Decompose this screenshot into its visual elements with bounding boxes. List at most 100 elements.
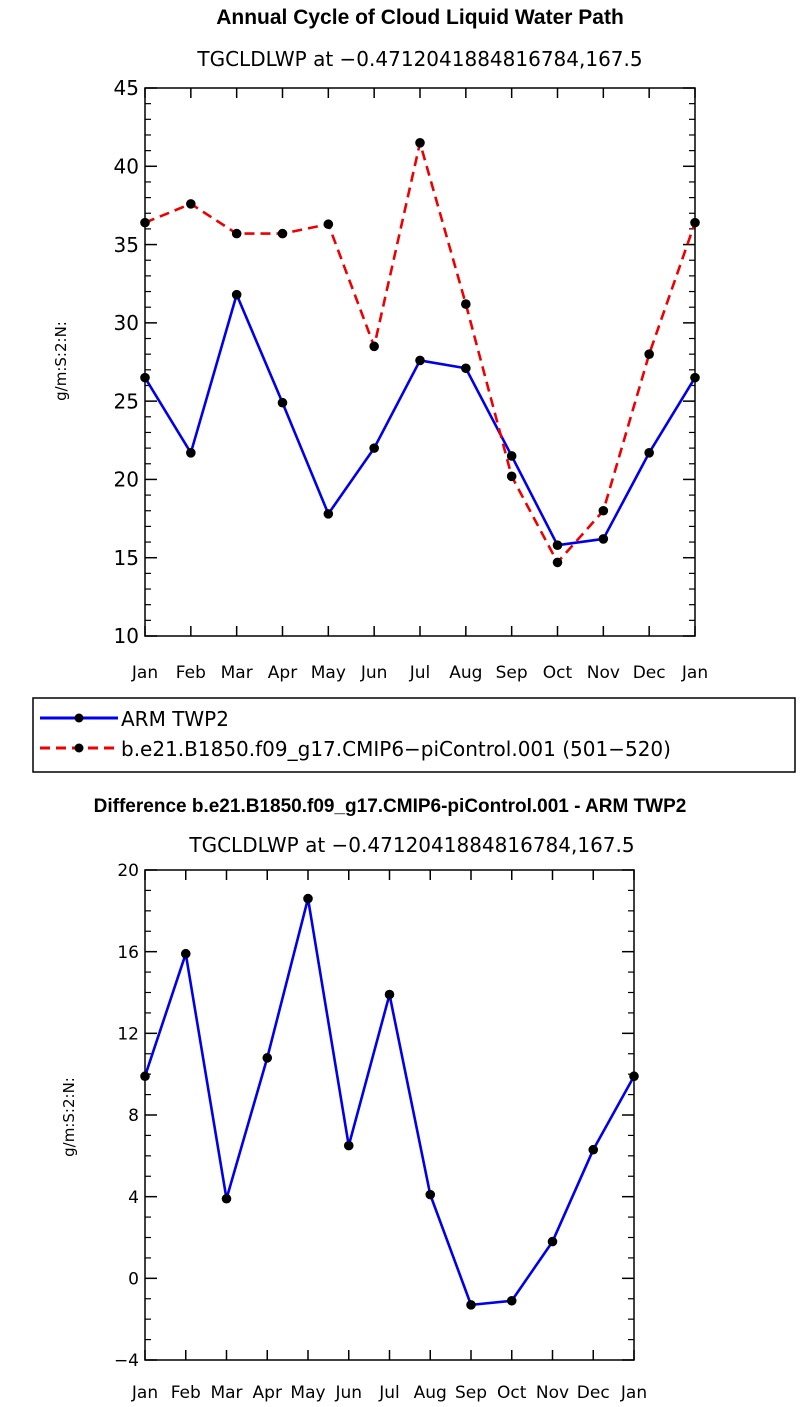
chart1-series-1-point bbox=[415, 138, 425, 148]
chart2-xtick-label: Jan bbox=[620, 1383, 647, 1403]
chart2-series-0-point bbox=[384, 989, 395, 1000]
chart1-ytick-label: 25 bbox=[114, 389, 139, 413]
chart1-series-0-point bbox=[415, 355, 425, 366]
chart1-series-0-point bbox=[369, 443, 379, 453]
chart1-series-0-point bbox=[690, 372, 700, 383]
chart1-series-1-point bbox=[369, 341, 379, 352]
chart2-ytick-label: 12 bbox=[117, 1024, 139, 1044]
chart1-series-0-point bbox=[598, 534, 609, 544]
chart2-ytick-label: 0 bbox=[128, 1269, 139, 1289]
chart1-series-0-point bbox=[231, 289, 242, 300]
chart1-title: Annual Cycle of Cloud Liquid Water Path bbox=[216, 6, 624, 29]
chart2-xtick-label: Sep bbox=[455, 1383, 487, 1403]
chart1-series-0-point bbox=[277, 397, 288, 408]
chart2-series-0-line bbox=[143, 897, 636, 1307]
chart1-xtick-label: Dec bbox=[633, 663, 666, 683]
chart2-series-0-point bbox=[588, 1144, 599, 1155]
chart1-xtick-label: Mar bbox=[221, 663, 253, 683]
chart2-ylabel: g/m:S:2:N: bbox=[60, 1077, 78, 1157]
legend-marker-arm bbox=[74, 713, 84, 723]
chart1-ytick-label: 30 bbox=[114, 311, 139, 335]
legend-label-arm: ARM TWP2 bbox=[121, 707, 229, 731]
chart1-series-1-line bbox=[144, 141, 697, 564]
chart2-xtick-label: Oct bbox=[497, 1383, 527, 1403]
chart1-series-1-point bbox=[140, 217, 150, 228]
chart2-series-0-point bbox=[140, 1071, 150, 1082]
chart1-xtick-label: May bbox=[311, 663, 346, 683]
chart1-series-0-line bbox=[143, 293, 697, 547]
chart2-xtick-label: Jul bbox=[378, 1383, 400, 1403]
chart2-xtick-label: Jun bbox=[334, 1383, 362, 1403]
chart2-ytick-label: 4 bbox=[128, 1188, 139, 1208]
chart2-xtick-label: May bbox=[290, 1383, 325, 1403]
chart1-series-1-point bbox=[323, 219, 334, 230]
chart1-plot: Jan Feb Mar Apr May Jun Jul Aug Sep Oct Nov Dec Jan 1… bbox=[114, 76, 709, 683]
chart2-xtick-label: Nov bbox=[536, 1383, 569, 1403]
chart1-subtitle: TGCLDLWP at −0.4712041884816784,167.5 bbox=[196, 47, 642, 71]
chart1-series-0-point bbox=[506, 451, 517, 461]
chart1-series-0-point bbox=[186, 448, 196, 458]
chart2-series-0-point bbox=[466, 1300, 476, 1310]
chart2-series-0-point bbox=[262, 1053, 273, 1063]
chart1-series-0-point bbox=[644, 448, 654, 458]
chart1-series-1-point bbox=[552, 557, 563, 568]
chart2-title: Difference b.e21.B1850.f09_g17.CMIP6-piC… bbox=[94, 796, 687, 817]
chart1-xtick-label: Oct bbox=[543, 663, 573, 683]
chart1-xtick-label: Jan bbox=[131, 663, 158, 683]
chart2-series-0-point bbox=[343, 1140, 354, 1151]
chart1-series-1-point bbox=[690, 217, 700, 228]
chart1-xtick-label: Nov bbox=[587, 663, 620, 683]
chart1-xtick-label: Sep bbox=[496, 663, 528, 683]
chart1-ytick-label: 45 bbox=[114, 76, 139, 100]
chart1-xtick-label: Feb bbox=[176, 663, 206, 683]
chart1-ytick-label: 40 bbox=[114, 154, 139, 178]
chart2-series-0-point bbox=[221, 1193, 232, 1204]
chart2-xtick-label: Apr bbox=[253, 1383, 282, 1403]
chart2-ytick-label: 16 bbox=[117, 943, 139, 963]
chart2-series-0-point bbox=[303, 893, 313, 904]
chart2-series-0-point bbox=[180, 948, 191, 959]
legend: ARM TWP2 b.e21.B1850.f09_g17.CMIP6−piCon… bbox=[32, 697, 796, 773]
chart2-frame bbox=[144, 869, 635, 1361]
legend-label-model: b.e21.B1850.f09_g17.CMIP6−piControl.001 … bbox=[121, 737, 671, 761]
chart1-series-1-point bbox=[186, 199, 196, 209]
chart2-xtick-label: Dec bbox=[577, 1383, 610, 1403]
chart2-ytick-label: 8 bbox=[128, 1106, 139, 1126]
chart1-series-1-point bbox=[598, 505, 609, 516]
chart1-xtick-label: Jun bbox=[360, 663, 388, 683]
chart1-xtick-label: Jul bbox=[409, 663, 431, 683]
chart1-series-1-point bbox=[277, 228, 288, 239]
chart1-series-0-point bbox=[323, 509, 334, 519]
chart2-xtick-label: Jan bbox=[131, 1383, 158, 1403]
chart2-xtick-label: Feb bbox=[171, 1383, 201, 1403]
chart1-series-0-point bbox=[552, 540, 563, 550]
chart1-ytick-label: 20 bbox=[114, 468, 139, 492]
legend-marker-model bbox=[74, 743, 84, 753]
chart2-series-0-point bbox=[629, 1071, 639, 1082]
chart1-series-0-point bbox=[140, 372, 150, 383]
chart1-series-0-point bbox=[461, 363, 471, 374]
chart1-ytick-label: 10 bbox=[114, 624, 139, 648]
chart2-xtick-label: Mar bbox=[210, 1383, 242, 1403]
chart2-subtitle: TGCLDLWP at −0.4712041884816784,167.5 bbox=[188, 833, 634, 857]
chart1-xtick-label: Apr bbox=[268, 663, 297, 683]
chart2-plot: Jan Feb Mar Apr May Jun Jul Aug Sep Oct Nov Dec Jan −… bbox=[114, 861, 647, 1403]
chart1-ytick-label: 35 bbox=[114, 233, 139, 257]
chart2-xtick-label: Aug bbox=[414, 1383, 447, 1403]
chart1-ylabel: g/m:S:2:N: bbox=[52, 321, 70, 401]
chart1-series-1-point bbox=[506, 471, 517, 482]
chart1-ytick-label: 15 bbox=[114, 546, 139, 570]
legend-box bbox=[32, 697, 796, 773]
chart2-ytick-label: −4 bbox=[114, 1351, 139, 1371]
chart1-xtick-label: Jan bbox=[681, 663, 708, 683]
chart1-xtick-label: Aug bbox=[449, 663, 482, 683]
chart2-ytick-label: 20 bbox=[117, 861, 139, 881]
chart2-series-0-point bbox=[425, 1189, 436, 1200]
chart2-series-0-point bbox=[506, 1295, 517, 1306]
chart1-series-1-point bbox=[644, 349, 654, 359]
chart1-series-1-point bbox=[231, 228, 242, 239]
chart2-series-0-point bbox=[547, 1236, 558, 1247]
chart1-series-1-point bbox=[461, 299, 471, 309]
